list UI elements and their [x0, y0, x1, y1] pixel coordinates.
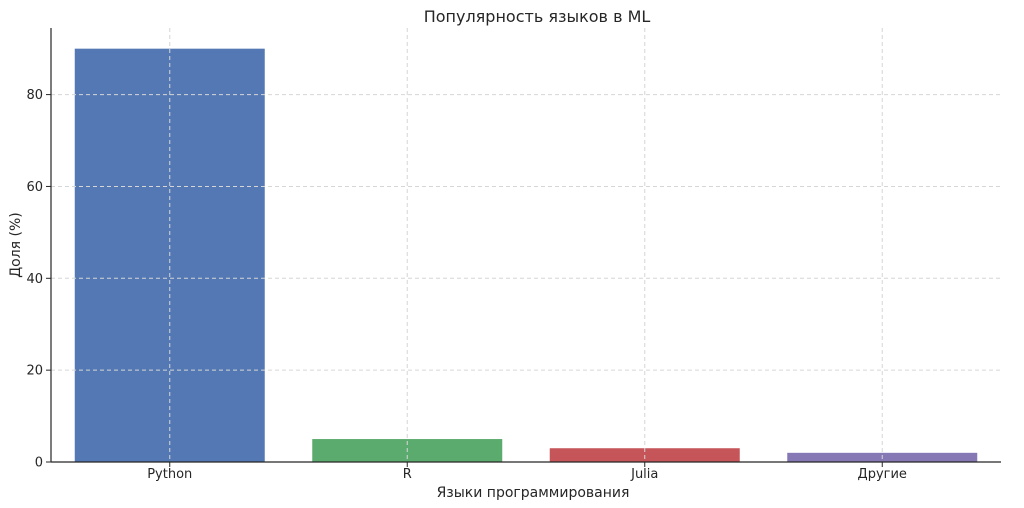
axes-frame: [50, 28, 1001, 463]
x-tick-label-3: Другие: [858, 467, 907, 482]
axes: [50, 28, 1001, 463]
x-tick-label-2: Julia: [630, 467, 658, 482]
grid-lines: [51, 28, 1001, 462]
y-tick-label-2: 40: [26, 272, 43, 287]
y-tick-label-3: 60: [26, 180, 43, 195]
y-tick-label-0: 0: [35, 456, 43, 471]
x-tick-label-1: R: [403, 467, 412, 482]
y-tick-label-1: 20: [26, 364, 43, 379]
y-axis-label: Доля (%): [8, 212, 24, 278]
bars: [74, 48, 978, 463]
y-ticks: 0 20 40 60 80: [26, 88, 51, 471]
chart-title: Популярность языков в ML: [424, 7, 651, 26]
y-tick-label-4: 80: [26, 88, 43, 103]
x-ticks: Python R Julia Другие: [147, 462, 907, 482]
x-axis-label: Языки программирования: [437, 485, 630, 501]
x-tick-label-0: Python: [147, 467, 192, 482]
